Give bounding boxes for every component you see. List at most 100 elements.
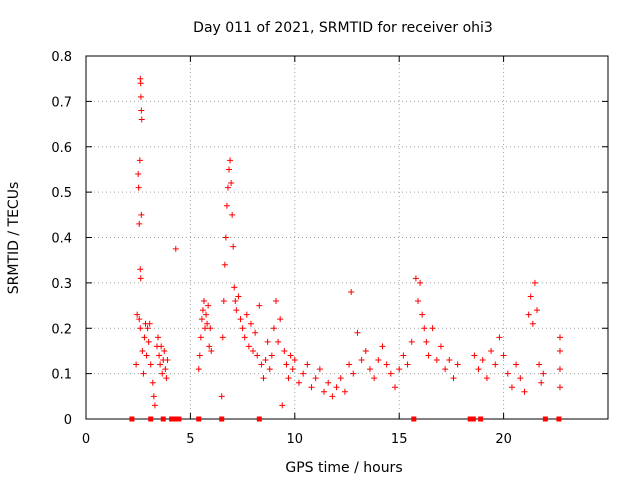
data-point [203, 311, 210, 318]
y-tick-label: 0.3 [51, 277, 72, 292]
zero-marker [176, 416, 182, 422]
data-point [348, 288, 355, 295]
series-srmtid [129, 75, 563, 422]
data-point [496, 334, 503, 341]
data-point [199, 307, 206, 314]
data-point [379, 343, 386, 350]
data-point [237, 316, 244, 323]
zero-marker [219, 416, 225, 422]
data-point [220, 298, 227, 305]
data-point [164, 357, 171, 364]
data-point [273, 298, 280, 305]
y-tick-label: 0.5 [51, 186, 72, 201]
data-point [141, 334, 148, 341]
data-point [362, 347, 369, 354]
data-point [346, 361, 353, 368]
data-point [136, 220, 143, 227]
data-point [556, 347, 563, 354]
data-point [136, 157, 143, 164]
data-point [400, 352, 407, 359]
x-axis-label: GPS time / hours [285, 460, 402, 476]
data-point [387, 370, 394, 377]
data-point [262, 357, 269, 364]
data-point [144, 325, 151, 332]
data-point [163, 375, 170, 382]
data-point [206, 343, 213, 350]
data-point [404, 361, 411, 368]
data-point [429, 325, 436, 332]
data-point [414, 298, 421, 305]
data-point [137, 266, 144, 273]
data-point [235, 293, 242, 300]
data-point [540, 370, 547, 377]
data-point [312, 375, 319, 382]
data-point [534, 307, 541, 314]
data-point [475, 366, 482, 373]
data-point [341, 388, 348, 395]
zero-marker [556, 416, 562, 422]
y-axis-label: SRMTID / TECUs [6, 182, 22, 295]
data-point [138, 116, 145, 123]
data-point [366, 366, 373, 373]
zero-marker [148, 416, 154, 422]
data-point [233, 307, 240, 314]
data-point [143, 352, 150, 359]
data-point [137, 325, 144, 332]
data-point [277, 316, 284, 323]
data-point [281, 347, 288, 354]
x-tick-label: 15 [391, 432, 408, 447]
data-point [135, 184, 142, 191]
data-point [350, 370, 357, 377]
y-tick-label: 0.8 [51, 50, 72, 65]
data-point [204, 320, 211, 327]
data-point [454, 361, 461, 368]
zero-marker [160, 416, 166, 422]
zero-marker [172, 416, 178, 422]
y-tick-label: 0.7 [51, 95, 72, 110]
data-point [245, 343, 252, 350]
y-tick-label: 0.6 [51, 141, 72, 156]
data-point [229, 211, 236, 218]
data-point [538, 379, 545, 386]
y-tick-label: 0 [64, 413, 72, 428]
x-tick-label: 10 [287, 432, 304, 447]
data-point [230, 243, 237, 250]
y-tick-label: 0.2 [51, 322, 72, 337]
data-point [205, 302, 212, 309]
data-point [252, 329, 259, 336]
data-point [147, 361, 154, 368]
axis-ticks: 0 0.1 0.2 0.3 0.4 0.5 0.6 0.7 0.8 0 5 10 15 20 [51, 50, 608, 447]
data-point [221, 261, 228, 268]
data-point [504, 370, 511, 377]
data-point [138, 211, 145, 218]
data-point [256, 302, 263, 309]
data-point [417, 279, 424, 286]
data-point [145, 338, 152, 345]
zero-marker [411, 416, 417, 422]
data-point [195, 366, 202, 373]
data-point [508, 384, 515, 391]
data-point [316, 366, 323, 373]
data-point [162, 366, 169, 373]
data-point [247, 320, 254, 327]
data-point [354, 329, 361, 336]
data-point [258, 361, 265, 368]
data-point [325, 379, 332, 386]
zero-marker [478, 416, 484, 422]
data-point [172, 245, 179, 252]
data-point [446, 357, 453, 364]
data-point [231, 284, 238, 291]
data-point [527, 293, 534, 300]
data-point [358, 357, 365, 364]
data-point [232, 298, 239, 305]
data-point [133, 361, 140, 368]
data-point [471, 352, 478, 359]
data-point [412, 275, 419, 282]
data-point [425, 352, 432, 359]
data-point [291, 357, 298, 364]
data-point [442, 366, 449, 373]
data-point [479, 357, 486, 364]
data-point [287, 352, 294, 359]
data-point [158, 343, 165, 350]
data-point [450, 375, 457, 382]
